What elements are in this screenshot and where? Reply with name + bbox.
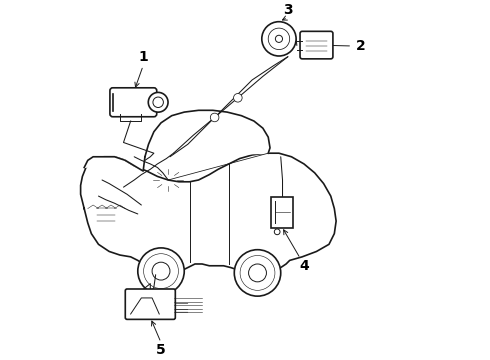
Text: 3: 3: [283, 3, 293, 17]
FancyBboxPatch shape: [110, 88, 157, 117]
Circle shape: [153, 97, 163, 108]
Text: 5: 5: [156, 343, 166, 357]
Polygon shape: [145, 110, 270, 157]
Circle shape: [268, 28, 290, 50]
Circle shape: [274, 229, 280, 235]
Circle shape: [138, 248, 184, 294]
Circle shape: [152, 262, 170, 280]
Text: 1: 1: [138, 50, 148, 64]
Circle shape: [234, 94, 242, 102]
Circle shape: [210, 113, 219, 122]
Text: 2: 2: [356, 39, 366, 53]
Polygon shape: [81, 153, 336, 275]
FancyBboxPatch shape: [125, 289, 175, 319]
Circle shape: [275, 35, 283, 42]
Circle shape: [148, 93, 168, 112]
Text: 4: 4: [299, 260, 309, 274]
Polygon shape: [84, 157, 145, 171]
FancyBboxPatch shape: [271, 197, 293, 228]
FancyBboxPatch shape: [300, 31, 333, 59]
Circle shape: [234, 250, 281, 296]
Circle shape: [262, 22, 296, 56]
Circle shape: [248, 264, 267, 282]
